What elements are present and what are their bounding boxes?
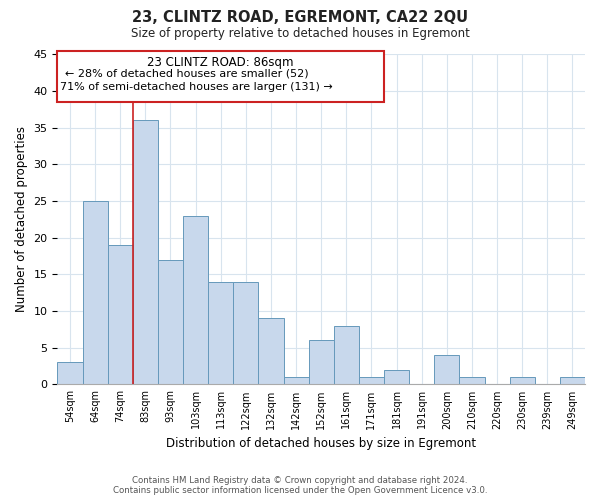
Y-axis label: Number of detached properties: Number of detached properties — [15, 126, 28, 312]
Bar — [208, 282, 233, 385]
Bar — [259, 318, 284, 384]
X-axis label: Distribution of detached houses by size in Egremont: Distribution of detached houses by size … — [166, 437, 476, 450]
Bar — [460, 377, 485, 384]
Bar — [284, 377, 308, 384]
Bar — [158, 260, 183, 384]
Text: ← 28% of detached houses are smaller (52): ← 28% of detached houses are smaller (52… — [65, 69, 308, 79]
Bar — [434, 355, 460, 384]
Text: 71% of semi-detached houses are larger (131) →: 71% of semi-detached houses are larger (… — [60, 82, 332, 92]
Bar — [384, 370, 409, 384]
Bar — [359, 377, 384, 384]
Bar — [133, 120, 158, 384]
Bar — [560, 377, 585, 384]
Text: 23, CLINTZ ROAD, EGREMONT, CA22 2QU: 23, CLINTZ ROAD, EGREMONT, CA22 2QU — [132, 10, 468, 25]
Bar — [83, 201, 107, 384]
FancyBboxPatch shape — [58, 50, 384, 102]
Bar — [509, 377, 535, 384]
Bar — [107, 245, 133, 384]
Text: Size of property relative to detached houses in Egremont: Size of property relative to detached ho… — [131, 28, 469, 40]
Bar — [58, 362, 83, 384]
Bar — [334, 326, 359, 384]
Text: Contains HM Land Registry data © Crown copyright and database right 2024.
Contai: Contains HM Land Registry data © Crown c… — [113, 476, 487, 495]
Bar — [183, 216, 208, 384]
Text: 23 CLINTZ ROAD: 86sqm: 23 CLINTZ ROAD: 86sqm — [148, 56, 294, 68]
Bar — [233, 282, 259, 385]
Bar — [308, 340, 334, 384]
